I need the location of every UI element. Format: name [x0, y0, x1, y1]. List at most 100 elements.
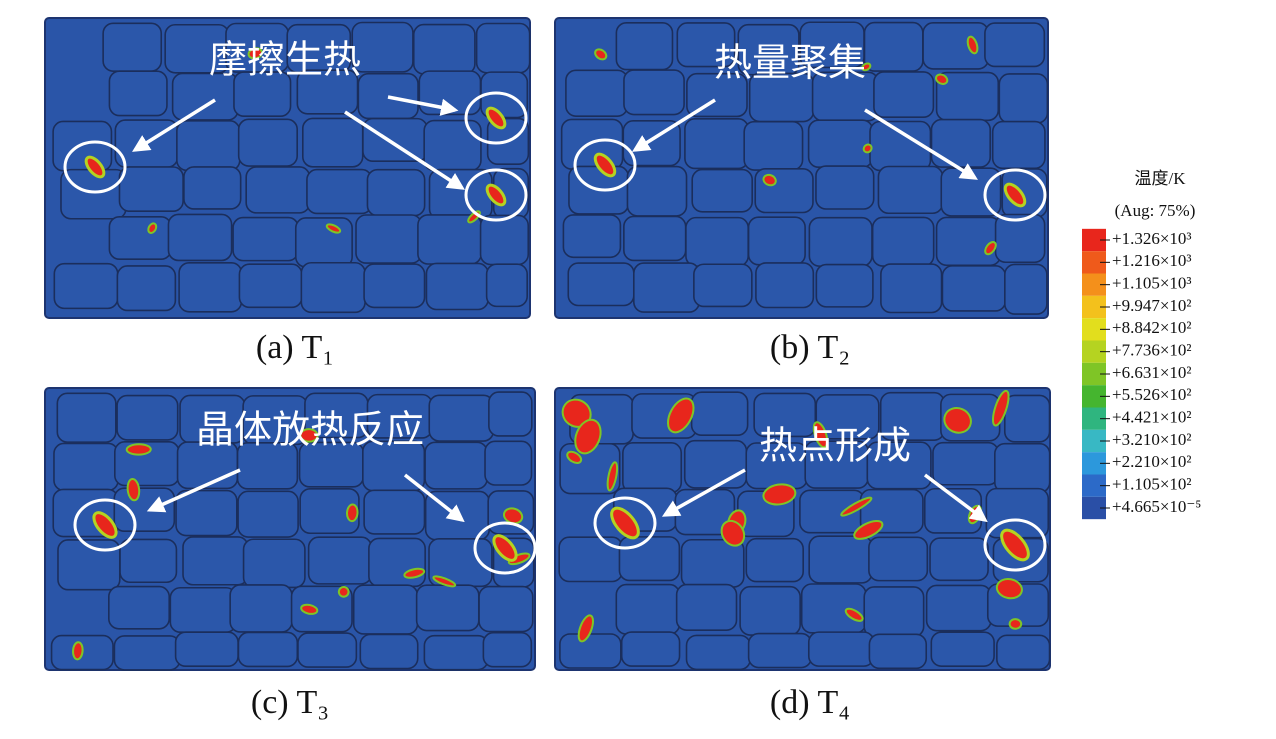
grain — [935, 216, 1002, 267]
grain — [1004, 263, 1048, 315]
grain — [808, 216, 873, 267]
grain — [238, 263, 303, 309]
grain — [686, 72, 748, 118]
grain — [176, 120, 241, 172]
grain — [863, 21, 924, 72]
panel-label: (a) T₁ — [256, 329, 334, 366]
legend-label: +3.210×10² — [1112, 430, 1192, 449]
legend-title: 温度/K — [1135, 169, 1187, 188]
legend-label: +1.216×10³ — [1112, 251, 1192, 270]
grain — [560, 118, 624, 170]
hot-spot — [300, 603, 319, 615]
highlight-circle — [593, 496, 657, 550]
hot-spot — [492, 534, 518, 562]
grain — [366, 168, 426, 217]
grain — [307, 536, 373, 585]
grain — [428, 394, 495, 442]
grain — [615, 21, 674, 71]
grain — [237, 631, 299, 668]
legend-swatch — [1082, 474, 1106, 497]
grain — [693, 263, 753, 308]
grain — [52, 120, 113, 172]
grain — [485, 263, 528, 308]
grain — [558, 536, 623, 583]
grain — [1003, 394, 1051, 443]
grain — [562, 214, 622, 259]
grain — [680, 538, 745, 588]
hot-spot — [1008, 618, 1023, 630]
grain — [116, 394, 179, 441]
hot-spot — [432, 575, 457, 588]
grain — [425, 262, 489, 311]
grain — [118, 166, 184, 212]
hot-spot — [92, 511, 118, 539]
legend-label: +6.631×10² — [1112, 363, 1192, 382]
grain — [683, 439, 748, 489]
legend-swatch — [1082, 429, 1106, 453]
grain — [415, 584, 480, 632]
hot-spot — [125, 443, 152, 456]
highlight-circle — [464, 91, 528, 145]
grain — [178, 261, 243, 313]
grain — [800, 583, 867, 634]
hot-spot — [325, 223, 342, 234]
hot-spot — [861, 62, 872, 72]
grain — [484, 440, 533, 486]
grain — [363, 489, 426, 535]
hot-spot — [762, 483, 797, 506]
grain — [294, 217, 353, 268]
grain — [362, 117, 428, 163]
hot-spot — [485, 183, 507, 207]
legend-swatch — [1082, 340, 1106, 363]
grain — [113, 635, 181, 671]
grain — [877, 165, 944, 215]
grain — [753, 392, 817, 438]
grain — [755, 262, 815, 309]
grain — [53, 442, 119, 492]
grain — [423, 119, 482, 172]
hot-spot — [574, 418, 602, 455]
grain — [352, 584, 419, 635]
legend-swatch — [1082, 452, 1106, 475]
arrow — [632, 98, 716, 152]
legend-swatch — [1082, 362, 1106, 386]
grain — [237, 118, 298, 167]
grain — [922, 22, 990, 70]
highlight-circle — [573, 138, 637, 192]
grain — [245, 166, 311, 214]
grain — [300, 261, 366, 314]
grain — [119, 538, 178, 584]
simulation-panel — [554, 17, 1049, 319]
legend-label: +8.842×10² — [1112, 318, 1192, 337]
arrow — [146, 468, 241, 513]
panel-label: (b) T₂ — [770, 329, 850, 366]
legend-subtitle: (Aug: 75%) — [1115, 201, 1196, 220]
grain — [174, 631, 239, 668]
grain — [475, 22, 531, 74]
arrow — [864, 108, 978, 180]
legend-swatch — [1082, 295, 1106, 319]
hot-spot — [147, 222, 158, 234]
grain — [169, 586, 237, 634]
grain — [815, 165, 875, 210]
arrow — [344, 110, 465, 190]
legend-label: +4.665×10⁻⁵ — [1112, 497, 1201, 516]
legend-label: +1.105×10² — [1112, 475, 1192, 494]
grain — [808, 535, 873, 584]
grain — [108, 216, 172, 261]
grain — [807, 119, 874, 169]
grain — [623, 69, 685, 116]
grain — [676, 22, 736, 68]
grain — [994, 213, 1046, 264]
highlight-circle — [473, 521, 537, 575]
grain — [167, 213, 233, 262]
grain — [488, 391, 533, 437]
grain — [863, 586, 925, 638]
legend-swatch — [1082, 273, 1106, 296]
annotation: 热量聚集 — [714, 41, 866, 85]
legend-swatch — [1082, 251, 1106, 274]
hot-spot — [594, 48, 608, 61]
grain — [615, 583, 681, 635]
grain — [299, 488, 360, 535]
